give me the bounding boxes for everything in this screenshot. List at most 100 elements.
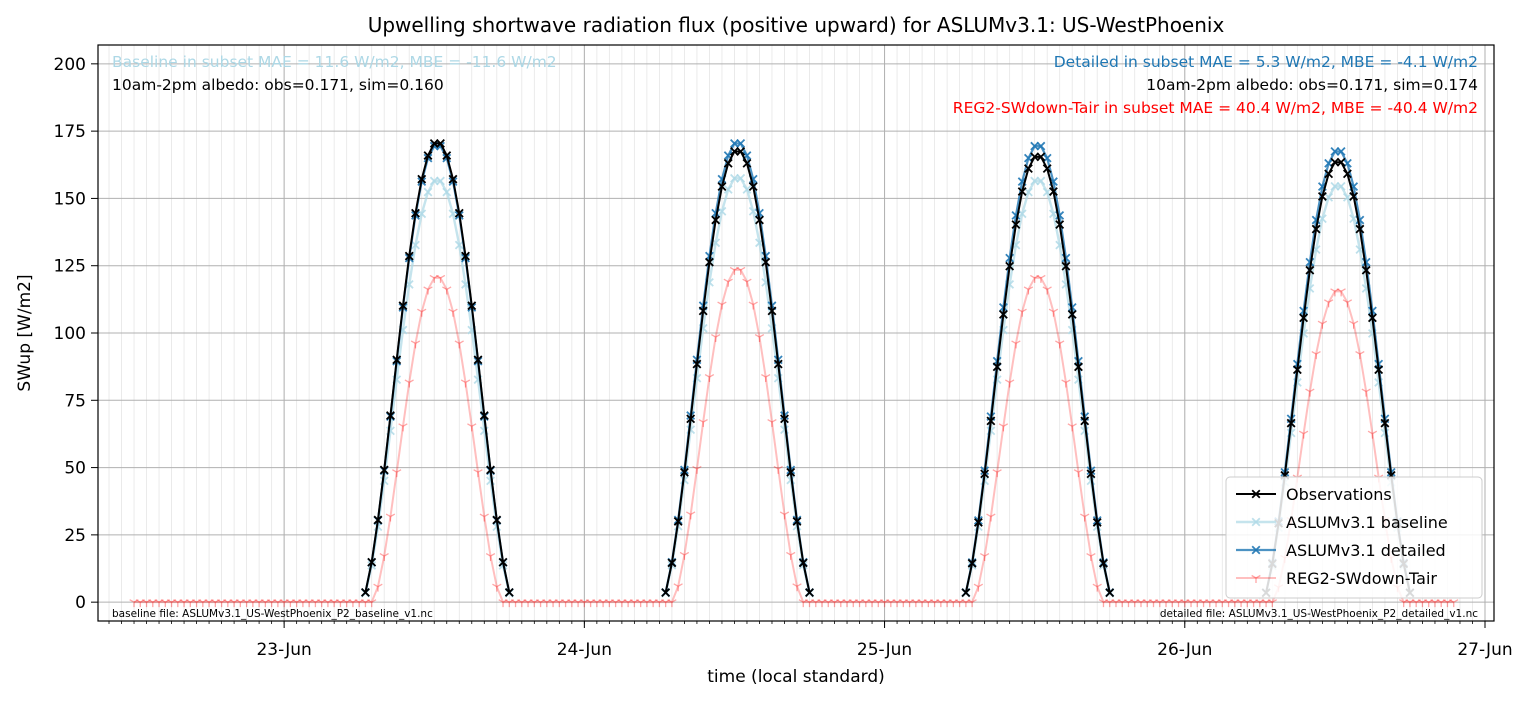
data-point: [554, 599, 565, 608]
data-point: [961, 588, 971, 598]
data-point: [367, 557, 377, 567]
data-point: [998, 423, 1009, 432]
data-point: [191, 599, 202, 608]
data-point: [780, 414, 789, 424]
data-point: [692, 465, 702, 474]
data-point: [417, 308, 427, 317]
data-point: [867, 599, 877, 608]
y-axis: 0 25 50 75 100 125 150 175 200: [54, 55, 98, 613]
data-point: [748, 206, 758, 216]
data-point: [1251, 574, 1261, 583]
data-point: [329, 599, 339, 608]
legend-handle-observations: [1236, 489, 1276, 499]
data-point: [898, 599, 909, 608]
data-point: [742, 278, 752, 287]
data-point: [373, 583, 383, 592]
data-point: [204, 599, 214, 608]
data-point: [535, 599, 546, 608]
data-point: [285, 599, 296, 608]
data-point: [423, 286, 433, 295]
data-point: [411, 208, 420, 218]
data-point: [736, 266, 746, 275]
x-axis-label: time (local standard): [707, 667, 885, 687]
data-point: [429, 274, 439, 283]
data-point: [548, 599, 558, 608]
data-point: [310, 599, 321, 608]
series-line: [1265, 161, 1411, 594]
data-point: [729, 266, 740, 275]
data-point: [173, 599, 183, 608]
data-point: [1348, 320, 1359, 329]
data-point: [923, 599, 934, 608]
data-point: [804, 599, 815, 608]
data-point: [473, 469, 483, 478]
data-point: [798, 599, 808, 608]
data-point: [686, 414, 696, 424]
data-point: [379, 465, 389, 475]
data-point: [604, 599, 615, 608]
data-point: [1036, 152, 1046, 162]
data-point: [598, 599, 608, 608]
data-point: [736, 173, 746, 183]
data-point: [360, 599, 371, 608]
data-point: [436, 138, 445, 148]
data-point: [1067, 309, 1077, 319]
data-point: [755, 215, 764, 225]
data-point: [1367, 313, 1377, 323]
data-point: [1048, 209, 1058, 219]
data-point: [786, 551, 796, 560]
data-point: [711, 215, 721, 225]
series-line: [1264, 185, 1412, 594]
data-point: [873, 599, 883, 608]
data-point: [854, 599, 865, 608]
data-point: [1286, 418, 1296, 428]
data-point: [486, 465, 495, 475]
data-point: [223, 599, 233, 608]
data-point: [260, 599, 271, 608]
data-point: [479, 513, 489, 522]
data-point: [342, 599, 352, 608]
data-point: [567, 599, 577, 608]
data-point: [1242, 599, 1252, 608]
data-point: [460, 379, 471, 388]
data-point: [1186, 599, 1196, 608]
data-point: [692, 359, 702, 369]
data-point: [1424, 599, 1434, 608]
data-point: [479, 411, 489, 420]
data-point: [542, 599, 552, 608]
data-point: [504, 587, 514, 597]
data-point: [273, 599, 283, 608]
data-point: [1086, 469, 1096, 479]
data-point: [1042, 164, 1052, 174]
data-point: [904, 599, 915, 608]
data-point: [179, 599, 189, 608]
data-point: [1074, 362, 1083, 372]
data-point: [417, 174, 427, 184]
data-point: [698, 418, 708, 428]
data-point: [248, 599, 258, 608]
data-point: [942, 599, 952, 608]
data-point: [241, 599, 252, 608]
data-point: [423, 187, 433, 197]
data-point: [461, 251, 470, 261]
data-point: [185, 599, 195, 608]
data-point: [610, 599, 621, 608]
data-point: [848, 599, 858, 608]
reg-stats-annotation: REG2-SWdown-Tair in subset MAE = 40.4 W/…: [953, 99, 1478, 117]
data-point: [454, 208, 464, 218]
data-point: [1061, 379, 1071, 388]
data-point: [754, 333, 765, 343]
data-point: [291, 599, 302, 608]
data-point: [592, 599, 602, 608]
data-point: [1430, 599, 1440, 608]
data-point: [679, 467, 689, 477]
series-reg2: [129, 266, 1459, 608]
data-point: [660, 599, 671, 608]
data-point: [642, 599, 652, 608]
data-point: [229, 599, 239, 608]
data-point: [442, 286, 452, 295]
data-point: [704, 373, 715, 383]
legend-label-reg2: REG2-SWdown-Tair: [1286, 569, 1437, 588]
data-point: [492, 515, 502, 525]
data-point: [742, 158, 752, 168]
